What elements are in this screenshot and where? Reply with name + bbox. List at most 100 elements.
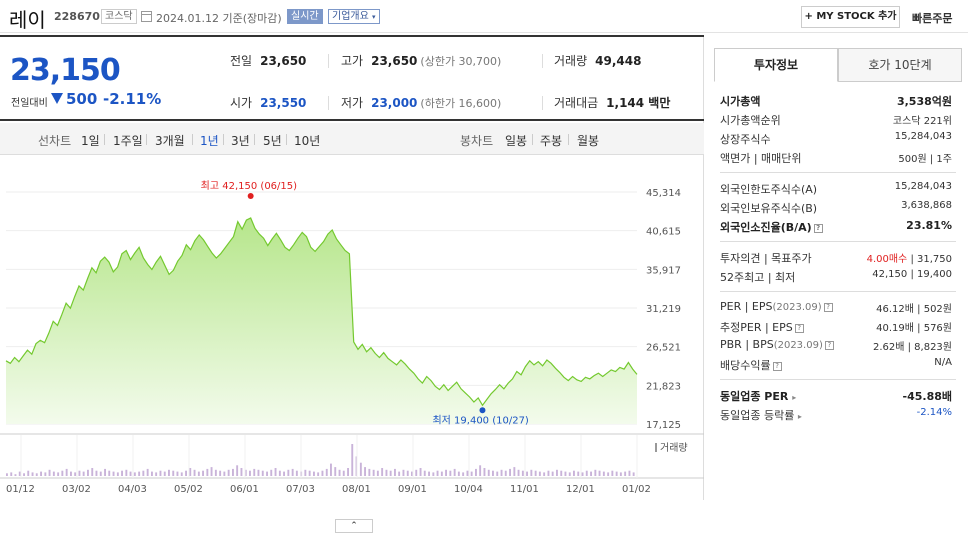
per-value: 46.12배 | 502원 bbox=[876, 304, 952, 315]
period-1d[interactable]: 1일 bbox=[81, 134, 100, 148]
amount-label: 거래대금 bbox=[554, 96, 599, 110]
volume-bar bbox=[138, 471, 141, 476]
period-1y[interactable]: 1년 bbox=[200, 134, 219, 148]
sector-per-label-wrap: 동일업종 PER ▸ bbox=[720, 388, 796, 404]
tab-investment-info[interactable]: 투자정보 bbox=[714, 48, 838, 82]
y-tick-label: 45,314 bbox=[646, 188, 681, 199]
volume-bar bbox=[317, 472, 320, 476]
candle-daily[interactable]: 일봉 bbox=[505, 134, 528, 148]
price-chart-svg: 45,314 40,615 35,917 31,219 26,521 21,823 17,1… bbox=[0, 180, 704, 495]
low-marker bbox=[479, 407, 486, 414]
stock-code: 228670 bbox=[54, 10, 100, 23]
volume-bar bbox=[133, 472, 136, 476]
candle-weekly[interactable]: 주봉 bbox=[540, 134, 563, 148]
help-icon[interactable]: ? bbox=[794, 324, 804, 333]
volume-bar bbox=[197, 471, 200, 476]
quick-order-link[interactable]: 빠른주문 bbox=[912, 12, 953, 25]
period-3m[interactable]: 3개월 bbox=[155, 134, 185, 148]
volume-bar bbox=[624, 471, 627, 476]
foreign-hold-row: 외국인보유주식수(B) 3,638,868 bbox=[720, 198, 952, 217]
volume-bar bbox=[487, 469, 490, 476]
volume-bar bbox=[121, 470, 123, 476]
period-1w[interactable]: 1주일 bbox=[113, 134, 143, 148]
volume-bar bbox=[411, 471, 413, 476]
y-tick-label: 17,125 bbox=[646, 420, 681, 431]
volume-bar bbox=[398, 471, 401, 476]
sector-rate-label-wrap: 동일업종 등락률 ▸ bbox=[720, 407, 802, 423]
period-5y[interactable]: 5년 bbox=[263, 134, 282, 148]
volume-bar bbox=[581, 472, 584, 476]
volume-bar bbox=[142, 470, 145, 476]
volume-bar bbox=[526, 471, 528, 476]
volume-bar bbox=[338, 469, 341, 476]
volume-bar bbox=[496, 471, 499, 476]
volume-bar bbox=[543, 472, 546, 476]
volume-bar bbox=[78, 470, 81, 476]
period-3y[interactable]: 3년 bbox=[231, 134, 250, 148]
volume-bar bbox=[351, 444, 354, 476]
help-icon[interactable]: ? bbox=[824, 341, 834, 350]
volume-bar bbox=[368, 468, 371, 476]
per-row: PER | EPS(2023.09)? 46.12배 | 502원 bbox=[720, 298, 952, 317]
est-per-label: 추정PER | EPS bbox=[720, 321, 793, 334]
volume-bar bbox=[538, 471, 541, 476]
lower-limit: (하한가 16,600) bbox=[420, 97, 502, 110]
foreign-rate-value: 23.81% bbox=[906, 219, 952, 232]
volume-bar bbox=[611, 470, 614, 476]
candle-monthly[interactable]: 월봉 bbox=[577, 134, 600, 148]
divider bbox=[328, 54, 329, 68]
volume-bar bbox=[87, 469, 89, 476]
volume-bar bbox=[52, 471, 55, 476]
volume-bar bbox=[466, 470, 469, 476]
realtime-badge[interactable]: 실시간 bbox=[287, 9, 323, 24]
volume-bar bbox=[189, 468, 192, 476]
divider bbox=[146, 134, 147, 145]
candle-chart-label: 봉차트 bbox=[460, 134, 494, 148]
price-area bbox=[6, 218, 637, 424]
divider bbox=[720, 241, 956, 242]
volume-bar bbox=[91, 468, 94, 476]
my-stock-add-button[interactable]: + MY STOCK 추가 bbox=[801, 6, 900, 28]
volume-bar bbox=[568, 472, 571, 476]
high-marker bbox=[247, 193, 254, 200]
volume-bar bbox=[415, 469, 418, 476]
tab-hoga-10[interactable]: 호가 10단계 bbox=[838, 48, 962, 82]
chevron-right-icon: ▸ bbox=[792, 393, 797, 402]
sector-rate-value: -2.14% bbox=[917, 407, 952, 418]
trade-amount: 거래대금 1,144 백만 bbox=[554, 94, 670, 114]
open-price: 시가 23,550 bbox=[230, 94, 306, 114]
volume-bar bbox=[517, 469, 520, 476]
price-change-rate: -2.11% bbox=[103, 90, 162, 108]
volume-bar bbox=[445, 469, 447, 476]
volume-bar bbox=[556, 469, 558, 476]
x-tick-label: 01/12 bbox=[6, 484, 35, 495]
prev-close-value: 23,650 bbox=[260, 54, 307, 68]
y-tick-label: 31,219 bbox=[646, 304, 681, 315]
volume-bar bbox=[385, 469, 388, 476]
volume-bar bbox=[632, 472, 635, 476]
volume-bar bbox=[602, 471, 605, 476]
collapse-button[interactable]: ⌃ bbox=[335, 519, 373, 533]
volume-bar bbox=[185, 470, 187, 476]
volume-bar bbox=[551, 471, 554, 476]
pbr-period: (2023.09) bbox=[773, 340, 823, 351]
company-overview-button[interactable]: 기업개요 ▾ bbox=[328, 9, 380, 24]
divider bbox=[328, 96, 329, 110]
volume-bar bbox=[295, 470, 298, 476]
volume-bar bbox=[65, 468, 68, 476]
volume-bar bbox=[155, 472, 158, 476]
help-icon[interactable]: ? bbox=[813, 224, 823, 233]
price-chart[interactable]: 45,314 40,615 35,917 31,219 26,521 21,823 17,1… bbox=[0, 156, 704, 500]
sector-rate-row[interactable]: 동일업종 등락률 ▸ -2.14% bbox=[720, 405, 952, 424]
market-cap-label: 시가총액 bbox=[720, 95, 761, 108]
divider bbox=[568, 134, 569, 145]
help-icon[interactable]: ? bbox=[823, 303, 833, 312]
price-line bbox=[5, 217, 638, 407]
period-10y[interactable]: 10년 bbox=[294, 134, 321, 148]
volume-bar bbox=[219, 470, 222, 476]
sector-per-row[interactable]: 동일업종 PER ▸ -45.88배 bbox=[720, 386, 952, 405]
volume-bar bbox=[389, 470, 392, 476]
volume-bar bbox=[214, 469, 217, 476]
help-icon[interactable]: ? bbox=[772, 362, 782, 371]
volume-bar bbox=[206, 468, 209, 476]
